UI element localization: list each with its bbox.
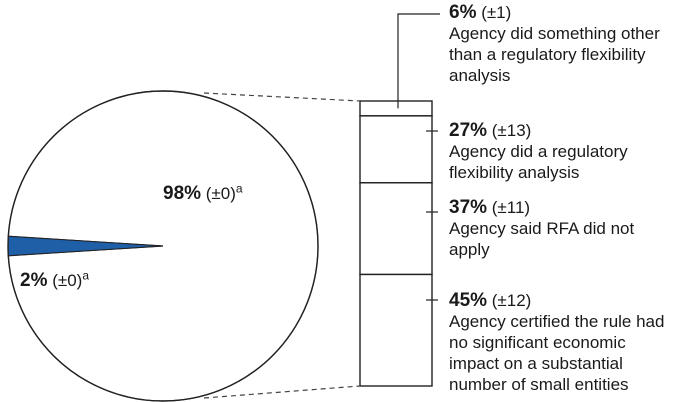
segment-desc-4-1: Agency certified the rule had (449, 312, 665, 331)
segment-desc-1-2: than a regulatory flexibility (449, 45, 646, 64)
segment-label-4: 45% (±12) Agency certified the rule had no… (449, 290, 664, 395)
segment-err-4: (±12) (487, 291, 532, 310)
segment-err-3: (±11) (487, 198, 531, 217)
pie-98-note: a (235, 181, 243, 196)
segment-desc-4-3: impact on a substantial (449, 354, 623, 373)
segment-pct-4: 45% (449, 290, 488, 311)
segment-desc-2-2: flexibility analysis (449, 163, 580, 182)
pie-slice-label-2: 2% (±0)a (20, 268, 89, 291)
segment-desc-1-3: analysis (449, 66, 511, 85)
segment-pct-2: 27% (449, 120, 488, 141)
segment-desc-1-1: Agency did something other (449, 24, 660, 43)
segment-err-2: (±13) (487, 121, 532, 140)
segment-pct-1: 6% (449, 2, 477, 23)
pie-2-err: (±0) (52, 271, 83, 290)
pie-98-pct: 98% (163, 183, 202, 204)
segment-label-1: 6% (±1) Agency did something other than a … (449, 2, 660, 86)
pie-slice-label-98: 98% (±0)a (163, 181, 243, 204)
callout-leader-1 (397, 13, 440, 109)
segment-desc-2-1: Agency did a regulatory (449, 142, 628, 161)
connector-top (203, 92, 361, 102)
bar-segment-2 (359, 115, 433, 184)
connector-bottom (203, 385, 361, 399)
segment-desc-3-2: apply (449, 240, 490, 259)
segment-label-3: 37% (±11) Agency said RFA did not apply (449, 197, 634, 260)
pie-outline (7, 90, 319, 402)
segment-desc-4-2: no significant economic (449, 333, 626, 352)
pie-2-pct: 2% (20, 270, 48, 291)
bar-segment-4 (359, 273, 433, 387)
segment-label-2: 27% (±13) Agency did a regulatory flexibil… (449, 120, 628, 183)
segment-err-1: (±1) (476, 3, 512, 22)
bar-segment-1 (359, 100, 433, 117)
pie-98-err: (±0) (205, 184, 236, 203)
segment-desc-4-4: number of small entities (449, 375, 629, 394)
segment-desc-3-1: Agency said RFA did not (449, 219, 635, 238)
segment-pct-3: 37% (449, 197, 488, 218)
pie-2-note: a (82, 268, 89, 283)
bar-segment-3 (359, 182, 433, 276)
